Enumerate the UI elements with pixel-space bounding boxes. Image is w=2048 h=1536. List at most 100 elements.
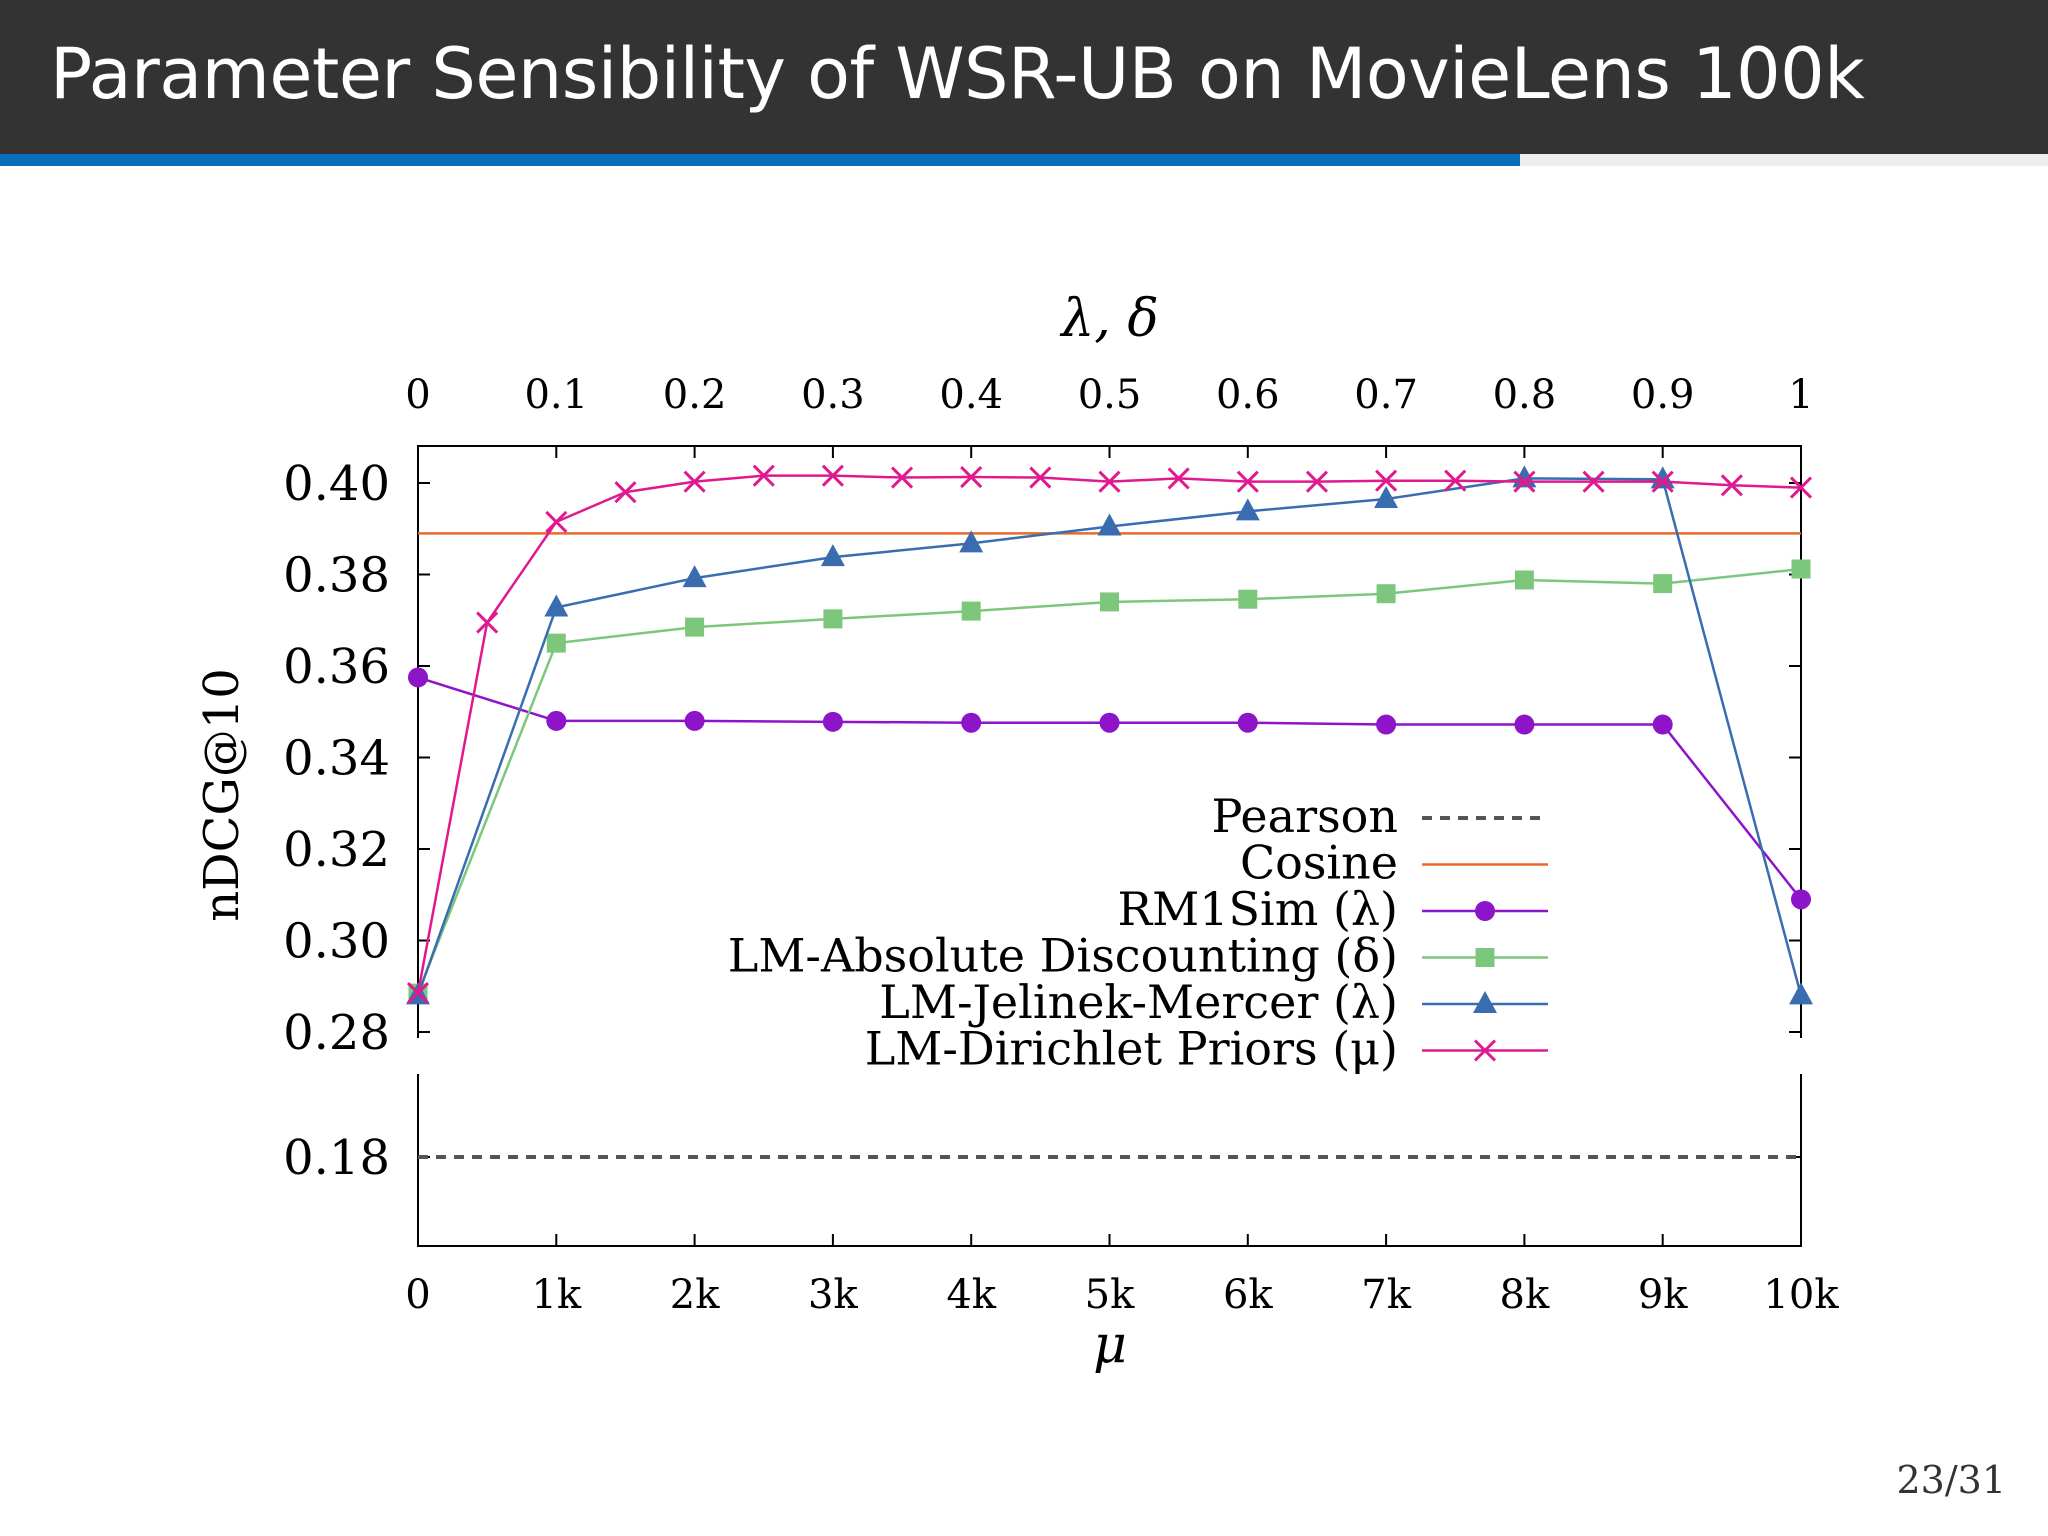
data-point-lm_jm	[682, 565, 707, 588]
y-tick-label: 0.30	[283, 914, 390, 970]
data-point-rm1sim	[1237, 712, 1258, 733]
x-tick-label: 4k	[946, 1272, 996, 1318]
y-tick-label: 0.28	[283, 1005, 390, 1061]
legend-label: Cosine	[1240, 836, 1398, 890]
data-point-lm_ad	[546, 633, 566, 653]
x-tick-label: 9k	[1638, 1272, 1688, 1318]
data-point-lm_dp	[1789, 476, 1813, 499]
y-tick-label: 0.18	[283, 1130, 390, 1186]
data-point-lm_dp	[476, 611, 499, 634]
series-rm1sim	[408, 667, 1811, 910]
x-tick-label: 3k	[808, 1272, 858, 1318]
legend-label: LM-Absolute Discounting (δ)	[728, 929, 1398, 983]
data-point-lm_dp	[1720, 474, 1743, 497]
data-point-rm1sim	[1514, 714, 1535, 735]
x-axis-label: μ	[1093, 1315, 1127, 1375]
data-point-rm1sim	[1099, 712, 1120, 733]
legend-item-lm_jm: LM-Jelinek-Mercer (λ)	[879, 975, 1548, 1029]
data-point-rm1sim	[822, 711, 843, 732]
x2-tick-label: 0.8	[1493, 372, 1557, 418]
x2-axis-label: λ, δ	[1059, 289, 1158, 349]
x-tick-label: 7k	[1361, 1272, 1411, 1318]
data-point-lm_dp	[1651, 470, 1674, 493]
data-point-lm_jm	[1097, 513, 1122, 536]
legend-item-lm_ad: LM-Absolute Discounting (δ)	[728, 929, 1548, 983]
legend-item-cosine: Cosine	[1240, 836, 1548, 890]
data-point-lm_dp	[960, 465, 983, 489]
data-point-lm_dp	[1305, 470, 1329, 493]
data-point-lm_dp	[614, 481, 637, 504]
series-lm_jm	[406, 465, 1813, 1005]
data-point-lm_dp	[1444, 469, 1467, 492]
x-tick-label: 10k	[1763, 1272, 1839, 1318]
data-point-rm1sim	[684, 710, 705, 731]
slide-title: Parameter Sensibility of WSR-UB on Movie…	[50, 33, 1865, 115]
slide-progress-bar	[0, 154, 2048, 166]
data-point-lm_jm	[1374, 486, 1399, 509]
page-number: 23/31	[1896, 1458, 2006, 1502]
y-tick-label: 0.34	[283, 731, 390, 787]
title-bar: Parameter Sensibility of WSR-UB on Movie…	[0, 0, 2048, 154]
x2-tick-label: 0.6	[1216, 372, 1280, 418]
data-point-lm_jm	[820, 544, 845, 567]
legend-label: LM-Jelinek-Mercer (λ)	[879, 975, 1398, 1029]
slide-progress-fill	[0, 154, 1520, 166]
data-point-lm_dp	[1167, 467, 1190, 490]
data-point-rm1sim	[546, 710, 567, 731]
y-axis-label: nDCG@10	[194, 668, 250, 922]
data-point-lm_ad	[961, 601, 981, 621]
legend-item-pearson: Pearson	[1212, 789, 1548, 843]
y-tick-label: 0.36	[283, 639, 390, 695]
x-tick-label: 2k	[670, 1272, 720, 1318]
data-point-lm_ad	[1791, 559, 1811, 579]
legend-item-lm_dp: LM-Dirichlet Priors (μ)	[865, 1022, 1548, 1076]
legend-swatch-marker	[1473, 991, 1497, 1013]
data-point-rm1sim	[408, 667, 428, 688]
y-tick-label: 0.32	[283, 822, 390, 878]
data-point-lm_dp	[1098, 470, 1121, 493]
series-lm_dp	[406, 464, 1813, 1005]
x2-tick-label: 1	[1788, 372, 1813, 418]
data-point-lm_ad	[1514, 570, 1534, 590]
data-point-lm_jm	[1789, 982, 1813, 1005]
series-line-rm1sim	[417, 676, 1802, 901]
x2-tick-label: 0.2	[663, 372, 727, 418]
data-point-rm1sim	[1791, 889, 1811, 910]
data-point-lm_dp	[890, 466, 914, 489]
data-point-lm_ad	[1238, 589, 1258, 609]
data-point-lm_dp	[683, 470, 706, 493]
data-point-lm_jm	[959, 530, 984, 553]
series-lm_ad	[408, 559, 1811, 1003]
x2-tick-label: 0.4	[939, 372, 1003, 418]
x2-tick-label: 0.3	[801, 372, 865, 418]
x-tick-label: 8k	[1500, 1272, 1550, 1318]
x-tick-label: 6k	[1223, 1272, 1273, 1318]
data-point-lm_ad	[1653, 574, 1673, 594]
x2-tick-label: 0.7	[1354, 372, 1418, 418]
data-point-rm1sim	[1376, 714, 1397, 735]
x2-tick-label: 0	[405, 372, 430, 418]
legend-swatch-marker	[1475, 948, 1495, 967]
data-point-lm_ad	[1376, 584, 1396, 604]
data-point-lm_ad	[685, 617, 705, 637]
data-point-lm_jm	[544, 594, 569, 617]
x-tick-label: 1k	[531, 1272, 581, 1318]
y-tick-label: 0.38	[283, 548, 390, 604]
lower-panel-frame	[417, 1074, 1802, 1247]
legend-swatch-marker	[1475, 901, 1495, 921]
data-point-lm_dp	[1513, 470, 1536, 493]
data-point-rm1sim	[961, 712, 982, 733]
x-tick-label: 0	[405, 1272, 430, 1318]
legend-label: LM-Dirichlet Priors (μ)	[865, 1022, 1398, 1076]
data-point-lm_dp	[406, 982, 430, 1005]
data-point-lm_dp	[1236, 470, 1259, 493]
y-tick-label: 0.40	[283, 456, 390, 512]
data-point-lm_dp	[1029, 466, 1052, 489]
legend-item-rm1sim: RM1Sim (λ)	[1117, 882, 1548, 936]
x2-tick-label: 0.5	[1078, 372, 1142, 418]
data-point-lm_dp	[1582, 470, 1605, 493]
series-line-lm_jm	[416, 477, 1803, 996]
data-point-lm_dp	[1375, 469, 1398, 492]
legend-swatch-marker	[1473, 1039, 1497, 1062]
